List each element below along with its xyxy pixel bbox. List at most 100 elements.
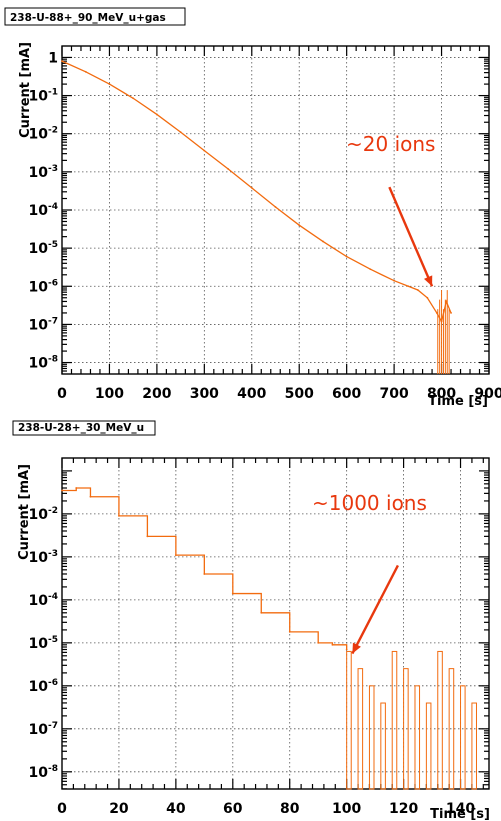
y-tick-label: 10-5 [29,240,58,257]
y-tick-label: 10-4 [29,592,58,609]
data-point [416,289,419,291]
data-point [317,641,320,644]
series-0 [61,487,348,651]
x-tick-label: 100 [332,801,361,817]
x-tick-label: 20 [109,801,129,817]
y-tick-label: 10-3 [29,549,58,566]
annotation-arrow-shaft [351,564,399,655]
chart-top: 238-U-88+_90_MeV_u+gas 0 100 200 300 400 500 60… [4,7,501,409]
noise-spike [425,702,432,790]
grid [62,46,489,374]
noise-spike [414,685,421,790]
noise-spike [403,668,409,790]
title-box [12,420,156,436]
data-point [203,149,206,152]
x-tick-label: 500 [285,386,314,402]
noise-spike [368,685,375,790]
y-tick-label: 10-7 [29,316,58,333]
x-tick-label: 700 [379,386,408,402]
y-tick-label: 10-7 [29,721,58,738]
x-axis-label: Time [s] [428,394,488,409]
series-line [62,487,348,650]
y-tick-label: 10-2 [29,506,58,523]
data-point [393,279,396,282]
chart-bottom: 238-U-28+_30_MeV_u 0 20 40 60 80 100 120 140 10-2… [12,420,490,821]
x-tick-label: 100 [95,386,124,402]
x-tick-label: 80 [280,801,300,817]
data-point [274,206,277,208]
grid [62,458,489,789]
x-tick-label: 900 [474,386,501,402]
x-tick-label: 140 [446,801,475,817]
y-tick-label: 10-2 [29,126,58,143]
x-tick-label: 300 [190,386,219,402]
annotation-label: ~1000 ions [312,491,427,515]
annotation-arrow-head [352,642,361,654]
annotation-arrow-shaft [388,186,434,287]
y-axis-label: Current [mA] [17,464,32,560]
data-point [288,630,291,633]
plot-frame [61,457,490,790]
noise-spike [357,668,364,790]
y-tick-label: 10-4 [29,202,58,219]
data-point [203,573,206,575]
x-tick-label: 40 [166,801,186,817]
noise-spike [346,650,352,790]
data-point [450,312,452,314]
x-tick-label: 200 [142,386,171,402]
x-tick-label: 0 [57,801,67,817]
data-point [369,268,372,271]
y-tick-label: 10-8 [29,764,58,781]
y-axis-label: Current [mA] [18,42,33,138]
data-point [227,167,229,170]
data-point [61,60,63,63]
data-point [322,240,324,243]
annotation-label: ~20 ions [346,132,435,156]
chart-title: 238-U-88+_90_MeV_u+gas [10,12,166,24]
noise-tail [437,290,450,374]
data-point [89,495,92,498]
series-line [61,60,452,324]
x-tick-label: 0 [57,386,67,402]
y-tick-label: 10-1 [29,88,58,105]
x-tick-label: 400 [237,386,266,402]
noise-spike [437,650,443,790]
noise-spike [380,702,386,790]
data-point [345,255,348,258]
data-point [260,611,263,614]
data-point [118,514,120,517]
y-tick-label: 10-8 [29,355,58,372]
y-tick-label: 10-6 [29,278,58,295]
data-point [250,186,253,189]
data-point [132,97,135,100]
data-point [331,643,334,646]
data-point [407,285,410,288]
data-point [174,554,177,556]
data-point [84,70,87,73]
chart-title: 238-U-28+_30_MeV_u [18,422,144,434]
noise-tail [346,650,477,790]
noise-spike [471,702,477,790]
x-tick-label: 60 [223,801,243,817]
noise-spike [460,685,466,790]
data-point [179,131,182,134]
noise-spike [448,668,455,790]
data-point [345,648,348,651]
y-tick-label: 1 [48,50,58,66]
y-tick-label: 10-3 [29,164,58,181]
data-point [108,83,111,86]
data-point [231,592,234,595]
noise-spike [391,650,398,790]
y-tick-label: 10-6 [29,678,58,695]
data-point [146,535,149,538]
data-point [61,489,63,492]
data-point [75,487,78,489]
data-point [155,113,158,116]
x-tick-label: 120 [389,801,418,817]
data-point [298,224,301,227]
series-0 [61,60,452,324]
y-tick-label: 10-5 [29,635,58,652]
title-box [4,7,186,26]
data-point [426,296,429,299]
